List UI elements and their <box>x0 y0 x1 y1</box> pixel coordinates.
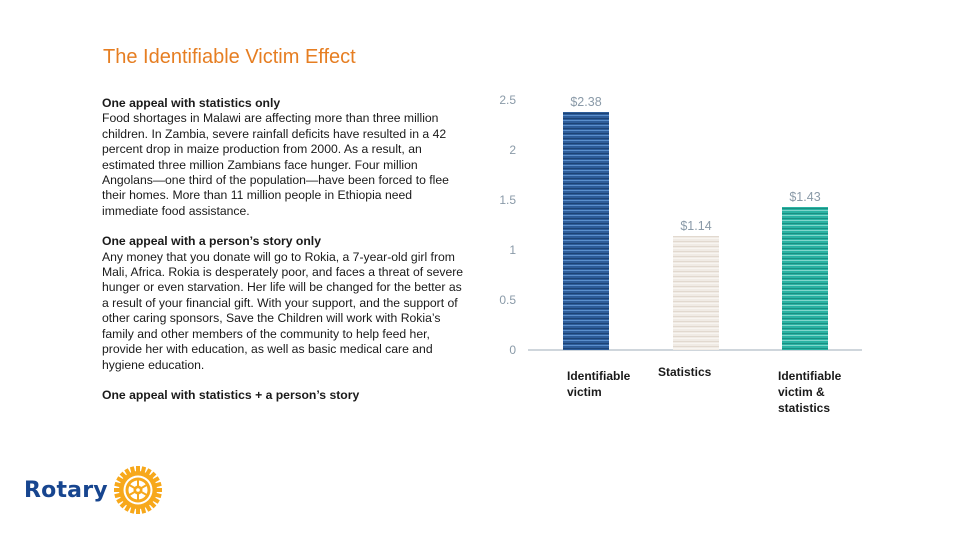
y-tick-label: 2.5 <box>499 93 516 107</box>
bar-data-label: $1.14 <box>680 219 711 233</box>
closing-heading: One appeal with statistics + a person’s … <box>102 387 360 402</box>
category-label: Statistics <box>658 365 712 379</box>
rotary-wheel-icon <box>113 466 162 514</box>
y-tick-label: 0 <box>509 343 516 357</box>
bars-group <box>563 112 828 350</box>
bar-data-label: $1.43 <box>789 190 820 204</box>
y-tick-label: 1.5 <box>499 193 516 207</box>
section-heading: One appeal with statistics only <box>102 96 281 110</box>
section-heading: One appeal with a person’s story only <box>102 234 321 249</box>
donation-bar-chart: 0 0.5 1 1.5 2 2.5 $2.38 $1.14 $1.43 <box>499 93 862 357</box>
y-tick-label: 0.5 <box>499 293 516 307</box>
y-axis-ticks: 0 0.5 1 1.5 2 2.5 <box>499 93 516 357</box>
section-story: One appeal with a person’s story only An… <box>102 234 467 373</box>
y-tick-label: 1 <box>509 243 516 257</box>
rotary-logo: Rotary <box>24 464 164 516</box>
section-body: Food shortages in Malawi are affecting m… <box>102 111 449 218</box>
section-statistics: One appeal with statistics only Food sho… <box>102 96 467 219</box>
data-labels-group: $2.38 $1.14 $1.43 <box>570 95 820 233</box>
bar <box>563 112 609 350</box>
bar-data-label: $2.38 <box>570 95 601 109</box>
slide-title: The Identifiable Victim Effect <box>103 46 356 68</box>
y-tick-label: 2 <box>509 143 516 157</box>
category-label: Identifiable victim & statistics <box>778 369 842 415</box>
bar <box>673 236 719 350</box>
category-label: Identifiable victim <box>567 369 631 399</box>
bar <box>782 207 828 350</box>
logo-wordmark: Rotary <box>24 477 108 503</box>
text-column: One appeal with statistics only Food sho… <box>102 96 467 403</box>
section-body: Any money that you donate will go to Rok… <box>102 249 464 372</box>
